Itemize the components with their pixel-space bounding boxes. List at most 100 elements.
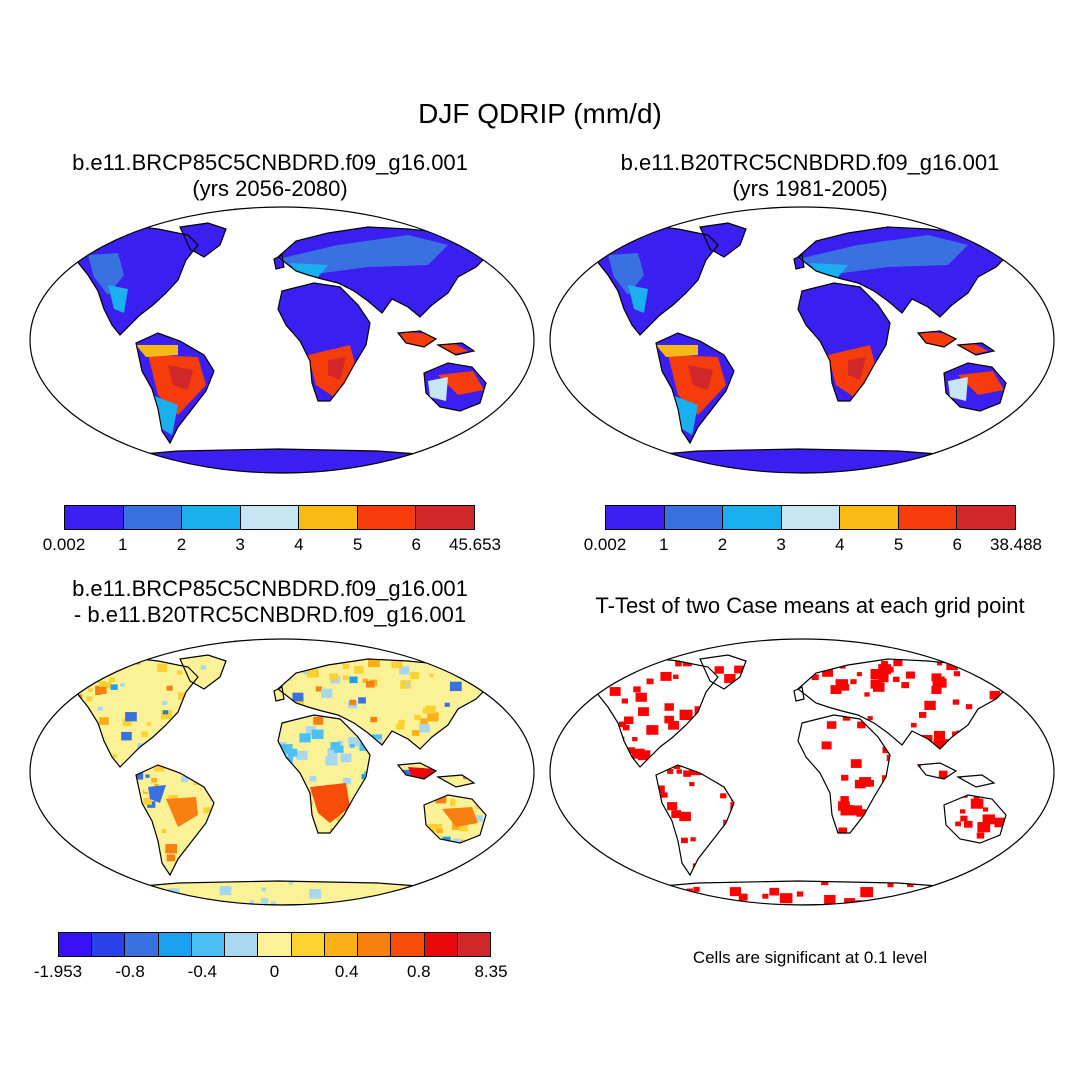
colorbar-tick-label: 8.35 [474,962,508,981]
coastline [277,282,371,402]
colorbar-swatch [182,506,241,529]
colorbar-swatch [358,933,392,956]
colorbar-swatch [781,506,841,529]
colorbar-tick-label: 6 [952,535,963,554]
coastline [277,658,491,750]
colorbar-swatch [191,933,226,956]
map-projection-outline [29,206,535,474]
precip-region [628,285,648,313]
colorbar-swatch [158,933,192,956]
coastline [423,362,487,412]
colorbar-swatch [357,506,417,529]
colorbar-swatch [299,506,358,529]
colorbar-swatch [957,506,1016,529]
precip-region [136,345,178,357]
colorbar-tick-label: 0 [269,962,280,981]
precip-region [656,345,698,357]
panel-title-ttest: T-Test of two Case means at each grid po… [595,593,1025,618]
colorbar-tick-label: 2 [717,535,728,554]
colorbar-labels-difference: -1.953 -0.8 -0.4 0 0.4 0.8 8.35 [34,962,508,982]
colorbar-difference [58,932,491,957]
precip-region [108,285,128,313]
coastline [916,762,996,788]
precip-region [438,371,484,395]
coastline [396,330,476,356]
coastline [179,222,227,258]
coastline [793,254,805,270]
colorbar-tick-label: 2 [176,535,187,554]
panel-title-line2: - b.e11.B20TRC5CNBDRD.f09_g16.001 [73,602,467,627]
coastline [179,654,227,690]
coastline [943,362,1007,412]
colorbar-swatch [391,933,425,956]
precip-region [948,377,968,401]
precip-region [672,395,698,435]
coastline [655,764,735,877]
colorbar-tick-label: -1.953 [33,962,83,981]
precip-region [688,305,708,317]
colorbar-swatch [416,506,475,529]
colorbar-tick-label: 5 [893,535,904,554]
coastline [69,656,199,768]
precip-region [152,395,178,435]
colorbar-tick-label: 0.4 [334,962,359,981]
coastline [589,656,719,768]
precip-region [688,365,713,390]
coastline [589,224,719,336]
precip-region [168,365,193,390]
coastline [699,222,747,258]
colorbar-swatch [291,933,325,956]
colorbar-swatch [225,933,259,956]
map-projection-outline [549,638,1055,906]
panel-title-line1: b.e11.BRCP85C5CNBDRD.f09_g16.001 [72,150,468,175]
panel-title-line2: (yrs 1981-2005) [732,176,888,201]
colorbar-future [64,505,475,530]
colorbar-tick-label: -0.4 [187,962,217,981]
colorbar-tick-label: 0.8 [407,962,431,981]
coastline [135,764,215,877]
colorbar-tick-label: 38.488 [990,535,1042,554]
coastline [277,714,371,834]
coastline [273,686,285,702]
colorbar-tick-label: 5 [352,535,363,554]
coastline [797,282,891,402]
map-difference-qdrip [28,637,536,907]
coastline [273,254,285,270]
precip-region [428,377,448,401]
colorbar-swatch [664,506,724,529]
colorbar-swatch [125,933,159,956]
panel-title-historical: b.e11.B20TRC5CNBDRD.f09_g16.001 (yrs 198… [560,150,1060,202]
panel-title-future: b.e11.BRCP85C5CNBDRD.f09_g16.001 (yrs 20… [20,150,520,202]
colorbar-swatch [898,506,958,529]
colorbar-historical [605,505,1016,530]
coastline [655,332,735,445]
coastline [396,762,476,788]
colorbar-swatch [606,506,665,529]
panel-title-difference: b.e11.BRCP85C5CNBDRD.f09_g16.001 - b.e11… [20,576,520,628]
colorbar-tick-label: -0.8 [115,962,145,981]
coastline [797,226,1011,318]
colorbar-swatch [457,933,491,956]
coastline [943,794,1007,844]
precip-region [848,357,866,380]
colorbar-tick-label: 0.002 [42,535,86,554]
map-historical-qdrip [548,205,1056,475]
coastline [916,330,996,356]
colorbar-swatch [240,506,300,529]
precip-change-region [310,783,350,823]
colorbar-swatch [324,933,359,956]
coastline [797,658,1011,750]
map-projection-outline [29,638,535,906]
figure-title: DJF QDRIP (mm/d) [418,98,662,129]
coastline [277,226,491,318]
colorbar-labels-future: 0.002 1 2 3 4 5 6 45.653 [43,535,501,555]
colorbar-tick-label: 3 [776,535,786,554]
colorbar-swatch [65,506,124,529]
colorbar-tick-label: 4 [835,535,845,554]
precip-change-region [166,797,198,827]
colorbar-tick-label: 45.653 [449,535,501,554]
coastline [699,654,747,690]
significance-note: Cells are significant at 0.1 level [692,948,928,967]
colorbar-swatch [424,933,458,956]
colorbar-tick-label: 4 [294,535,304,554]
